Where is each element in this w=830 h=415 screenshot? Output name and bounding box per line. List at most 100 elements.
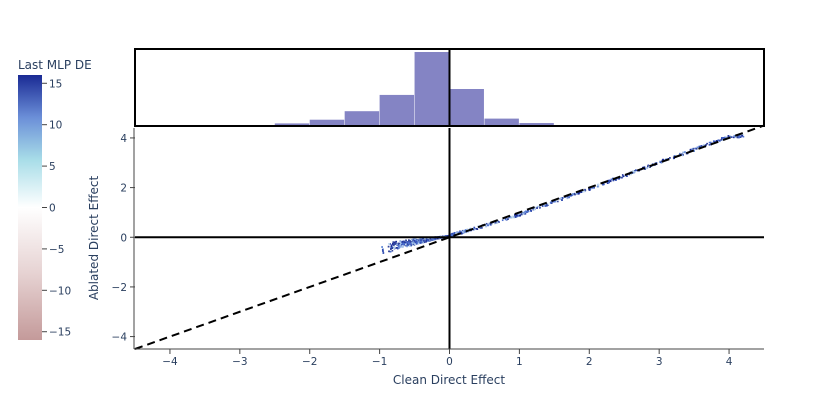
scatter-point: [398, 244, 401, 247]
scatter-point: [496, 221, 499, 224]
scatter-point: [572, 193, 574, 196]
scatter-point: [428, 239, 431, 242]
scatter-point: [681, 154, 684, 157]
scatter-point: [415, 241, 418, 243]
scatter-point: [410, 244, 412, 247]
scatter-point: [536, 207, 538, 209]
scatter-point: [533, 208, 536, 211]
scatter-point: [409, 241, 412, 243]
colorbar-tick-label: 10: [49, 120, 62, 132]
scatter-point: [407, 242, 410, 244]
scatter-point: [684, 151, 686, 154]
scatter-point: [390, 245, 393, 247]
scatter-point: [694, 147, 697, 150]
scatter-point: [523, 213, 525, 215]
scatter-point: [596, 185, 599, 188]
scatter-point: [459, 230, 461, 233]
scatter-point: [507, 218, 509, 220]
scatter-point: [473, 226, 476, 229]
scatter-point: [464, 230, 467, 232]
scatter-point: [584, 189, 586, 192]
histogram-bar: [519, 123, 554, 126]
scatter-point: [539, 206, 541, 209]
scatter-point: [566, 195, 569, 198]
scatter-point: [519, 214, 521, 217]
scatter-point: [406, 246, 408, 248]
scatter-point: [607, 181, 610, 184]
colorbar-tick-label: −5: [49, 244, 64, 256]
scatter-point: [609, 180, 612, 182]
scatter-point: [393, 245, 395, 248]
scatter-point: [621, 176, 623, 179]
scatter-point: [718, 139, 721, 142]
colorbar-tick-label: −15: [49, 327, 71, 339]
scatter-point: [416, 239, 419, 241]
scatter-point: [741, 134, 743, 137]
scatter-point: [392, 243, 394, 245]
scatter-point: [612, 179, 615, 182]
scatter-point: [396, 243, 398, 246]
scatter-point: [736, 136, 739, 139]
scatter-point: [669, 157, 671, 159]
scatter-point: [634, 171, 636, 173]
scatter-point: [610, 178, 613, 181]
scatter-point: [414, 239, 417, 242]
scatter-point: [512, 215, 514, 218]
scatter-point: [462, 230, 465, 232]
scatter-point: [399, 246, 402, 248]
scatter-point: [708, 144, 711, 146]
colorbar-tick-label: 15: [49, 78, 62, 90]
scatter-point: [382, 250, 384, 252]
scatter-point: [466, 228, 469, 231]
scatter-point: [394, 241, 397, 244]
identity-reference-line: [134, 124, 765, 350]
scatter-point: [424, 238, 426, 240]
scatter-point: [417, 242, 420, 244]
scatter-point: [397, 243, 399, 245]
scatter-point: [527, 209, 530, 212]
x-tick-label: −1: [372, 356, 387, 368]
scatter-point: [381, 248, 384, 251]
scatter-point: [398, 242, 401, 245]
scatter-point: [479, 227, 482, 229]
scatter-point: [465, 229, 467, 231]
scatter-point: [735, 136, 737, 138]
scatter-point: [632, 170, 634, 172]
y-tick-label: −4: [112, 332, 128, 344]
scatter-point: [391, 244, 393, 246]
scatter-point: [429, 237, 432, 240]
scatter-point: [410, 239, 413, 242]
scatter-point: [588, 188, 590, 190]
scatter-point: [515, 216, 518, 218]
scatter-point: [455, 232, 458, 235]
scatter-point: [538, 205, 541, 208]
scatter-point: [689, 148, 692, 151]
scatter-point: [673, 157, 675, 159]
histogram-bar: [414, 52, 449, 126]
scatter-point: [583, 190, 586, 193]
scatter-point: [722, 137, 724, 139]
scatter-point: [709, 141, 712, 144]
scatter-point: [400, 242, 402, 245]
scatter-point: [541, 205, 544, 207]
scatter-point: [382, 252, 385, 254]
scatter-point: [487, 224, 489, 227]
scatter-point: [451, 232, 453, 235]
scatter-point: [395, 247, 398, 249]
scatter-point: [547, 203, 550, 206]
scatter-point: [736, 135, 739, 138]
scatter-point: [665, 158, 668, 160]
scatter-point: [407, 243, 409, 246]
scatter-point: [525, 210, 527, 213]
scatter-point: [681, 153, 683, 156]
scatter-point: [646, 165, 649, 168]
scatter-point: [536, 205, 539, 208]
scatter-point: [402, 243, 405, 246]
scatter-point: [473, 227, 476, 230]
scatter-point: [405, 241, 408, 243]
scatter-point: [402, 240, 405, 243]
colorbar-title: Last MLP DE: [18, 58, 92, 72]
marginal-histogram: [134, 48, 765, 127]
scatter-point: [421, 238, 423, 240]
scatter-point: [406, 245, 408, 247]
